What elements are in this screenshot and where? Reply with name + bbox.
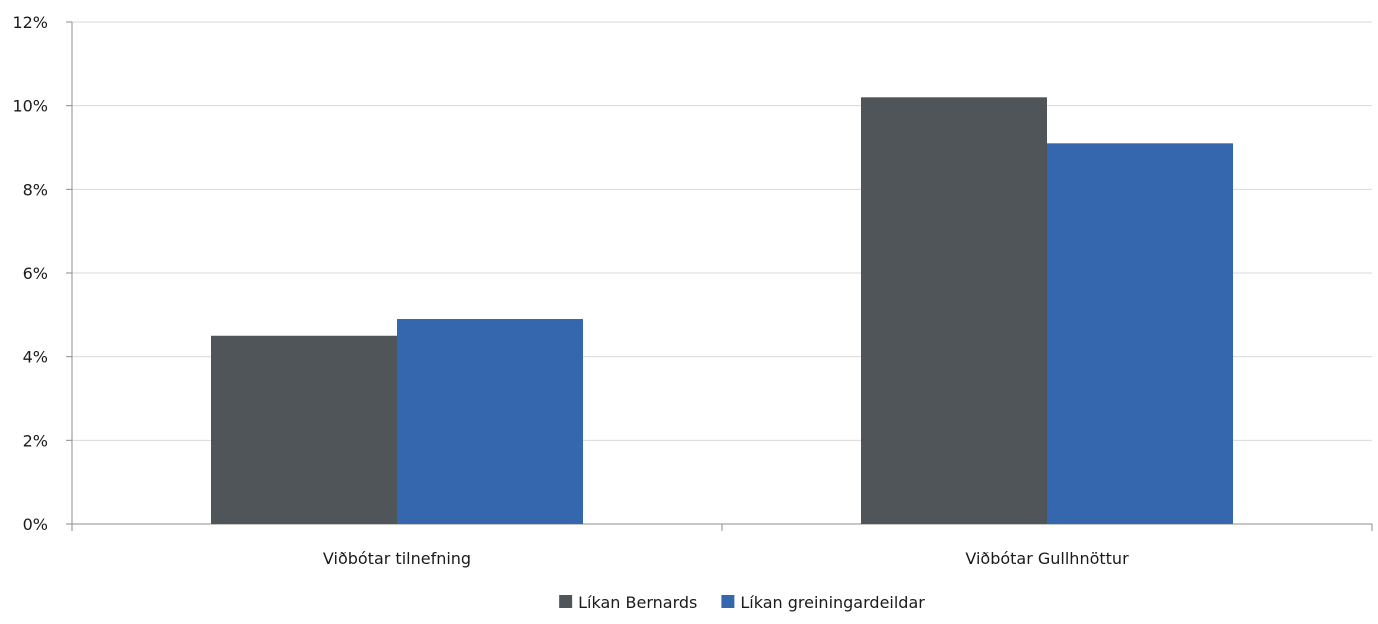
y-tick-label: 2% <box>23 431 48 450</box>
legend-swatch <box>721 595 735 608</box>
x-category-label: Viðbótar tilnefning <box>323 549 471 568</box>
bar <box>397 319 583 524</box>
bar <box>211 335 397 524</box>
bar <box>861 97 1047 525</box>
y-tick-label: 8% <box>23 180 48 199</box>
legend-swatch <box>559 595 573 608</box>
x-category-label: Viðbótar Gullhnöttur <box>965 549 1129 568</box>
y-tick-label: 0% <box>23 515 48 534</box>
bar <box>1047 143 1233 525</box>
y-tick-label: 6% <box>23 264 48 283</box>
y-tick-label: 12% <box>12 13 48 32</box>
y-tick-label: 4% <box>23 348 48 367</box>
legend-label: Líkan greiningardeildar <box>740 593 925 612</box>
y-tick-label: 10% <box>12 97 48 116</box>
legend-label: Líkan Bernards <box>578 593 697 612</box>
